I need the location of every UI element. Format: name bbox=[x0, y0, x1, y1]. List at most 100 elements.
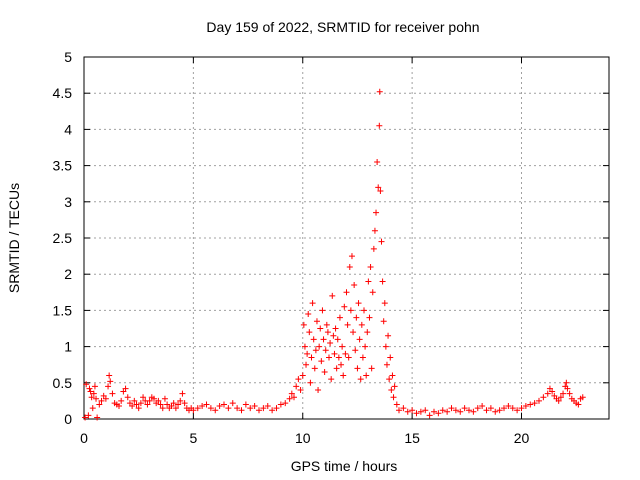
data-point bbox=[322, 347, 329, 354]
data-point bbox=[131, 397, 138, 404]
data-point bbox=[341, 303, 348, 310]
y-tick-label: 3.5 bbox=[53, 158, 73, 174]
data-point bbox=[194, 405, 201, 412]
y-tick-label: 0.5 bbox=[53, 375, 73, 391]
data-point bbox=[332, 325, 339, 332]
data-point bbox=[557, 394, 564, 401]
y-tick-label: 1 bbox=[64, 339, 72, 355]
data-point bbox=[479, 402, 486, 409]
data-point bbox=[318, 358, 325, 365]
data-point bbox=[118, 397, 125, 404]
data-point bbox=[98, 397, 105, 404]
data-point bbox=[87, 388, 94, 395]
y-tick-label: 5 bbox=[64, 49, 72, 65]
data-point bbox=[238, 407, 245, 414]
data-point bbox=[355, 300, 362, 307]
data-point bbox=[88, 394, 95, 401]
data-point bbox=[356, 336, 363, 343]
data-point bbox=[330, 332, 337, 339]
data-point bbox=[563, 379, 570, 386]
data-point bbox=[457, 408, 464, 415]
data-point bbox=[82, 414, 89, 421]
data-point bbox=[216, 402, 223, 409]
chart-title: Day 159 of 2022, SRMTID for receiver poh… bbox=[206, 19, 479, 35]
data-point bbox=[413, 410, 420, 417]
data-point bbox=[566, 390, 573, 397]
data-point bbox=[426, 412, 433, 419]
data-point bbox=[164, 401, 171, 408]
data-point bbox=[373, 209, 380, 216]
data-point bbox=[106, 372, 113, 379]
data-point bbox=[264, 402, 271, 409]
data-point bbox=[382, 343, 389, 350]
data-point bbox=[518, 405, 525, 412]
data-point bbox=[251, 402, 258, 409]
data-point bbox=[94, 414, 101, 421]
data-point bbox=[390, 394, 397, 401]
data-point bbox=[339, 343, 346, 350]
data-point bbox=[304, 350, 311, 357]
data-point bbox=[124, 394, 131, 401]
data-point bbox=[282, 400, 289, 407]
data-point bbox=[474, 405, 481, 412]
data-point bbox=[161, 395, 168, 402]
data-point bbox=[374, 158, 381, 165]
data-point bbox=[89, 405, 96, 412]
data-point bbox=[181, 400, 188, 407]
data-point bbox=[320, 336, 327, 343]
y-axis-label: SRMTID / TECUs bbox=[6, 183, 22, 293]
data-point bbox=[492, 408, 499, 415]
data-point bbox=[466, 407, 472, 414]
y-tick-label: 3 bbox=[64, 194, 72, 210]
data-point bbox=[347, 307, 354, 314]
data-point bbox=[107, 378, 114, 385]
data-point bbox=[85, 412, 92, 419]
data-point bbox=[199, 402, 206, 409]
data-point bbox=[357, 376, 364, 383]
data-point bbox=[348, 253, 355, 260]
x-tick-label: 15 bbox=[404, 430, 420, 446]
data-point bbox=[299, 372, 306, 379]
x-tick-label: 0 bbox=[80, 430, 88, 446]
data-point bbox=[212, 407, 219, 414]
data-point bbox=[383, 361, 390, 368]
data-point bbox=[386, 376, 393, 383]
data-point bbox=[514, 407, 521, 414]
data-point bbox=[328, 376, 335, 383]
data-point bbox=[560, 390, 567, 397]
data-point bbox=[544, 390, 551, 397]
data-point bbox=[333, 365, 340, 372]
data-point bbox=[461, 405, 468, 412]
data-point bbox=[269, 407, 276, 414]
data-point bbox=[311, 365, 318, 372]
data-point bbox=[273, 405, 280, 412]
data-point bbox=[388, 387, 395, 394]
data-point bbox=[496, 407, 503, 414]
data-point bbox=[293, 383, 300, 390]
data-point bbox=[336, 314, 343, 321]
data-point bbox=[422, 407, 429, 414]
data-series-srmtid bbox=[82, 88, 586, 421]
data-point bbox=[157, 401, 164, 408]
data-point bbox=[579, 394, 586, 401]
data-point bbox=[487, 405, 494, 412]
data-point bbox=[378, 238, 385, 245]
data-point bbox=[379, 278, 386, 285]
data-point bbox=[365, 278, 372, 285]
data-point bbox=[277, 401, 284, 408]
data-point bbox=[344, 321, 351, 328]
data-point bbox=[288, 390, 295, 397]
data-point bbox=[381, 300, 388, 307]
data-point bbox=[564, 385, 571, 392]
data-point bbox=[404, 408, 411, 415]
data-point bbox=[319, 307, 326, 314]
data-point bbox=[448, 405, 455, 412]
data-point bbox=[380, 318, 387, 325]
data-point bbox=[155, 397, 162, 404]
data-point bbox=[369, 289, 376, 296]
data-point bbox=[444, 408, 451, 415]
data-point bbox=[151, 395, 157, 402]
data-point bbox=[431, 408, 437, 415]
x-tick-label: 10 bbox=[295, 430, 311, 446]
data-point bbox=[86, 385, 93, 392]
